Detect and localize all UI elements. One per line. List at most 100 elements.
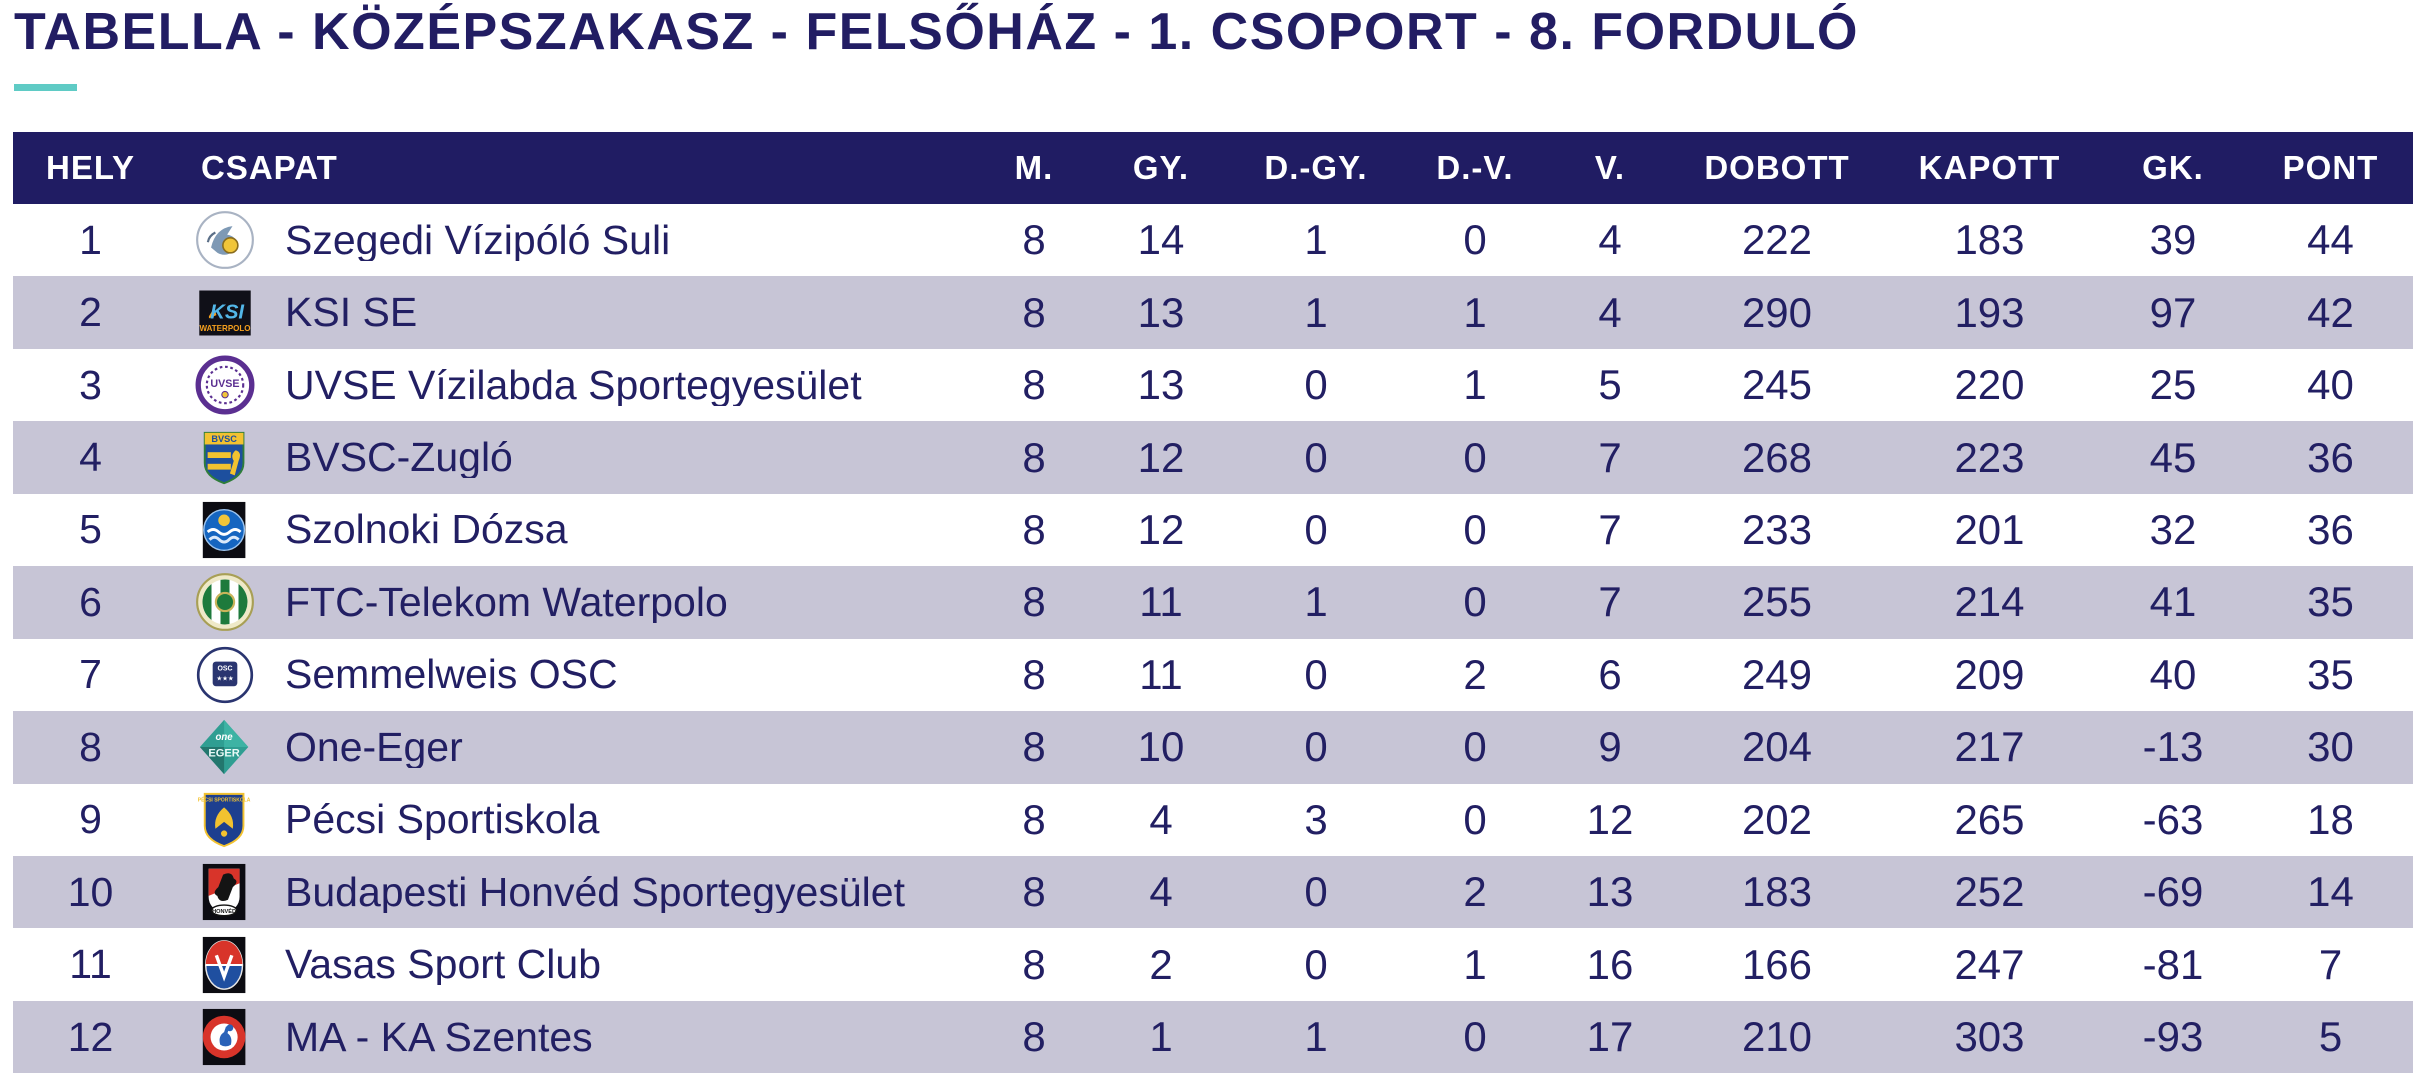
goals-against-cell: 214 xyxy=(1954,578,2025,626)
draw-win-cell: 0 xyxy=(1304,723,1328,771)
szegedi-vizipolo-suli-logo xyxy=(168,210,281,270)
goals-against-cell: 209 xyxy=(1954,650,2025,698)
table-row: 12 MA - KA Szentes 8 1 1 0 17 210 303 -9… xyxy=(13,1000,2413,1074)
svg-text:UVSE: UVSE xyxy=(210,378,239,390)
goals-for-cell: 245 xyxy=(1741,361,1813,409)
losses-cell: 16 xyxy=(1586,940,1634,988)
goals-against-cell: 303 xyxy=(1954,1013,2025,1061)
matches-cell: 8 xyxy=(1022,505,1046,553)
goals-for-cell: 202 xyxy=(1741,795,1813,843)
goals-for-cell: 183 xyxy=(1741,868,1813,916)
table-row: 4 BVSC BVSC-Zugló 8 12 0 0 7 268 223 45 … xyxy=(13,421,2413,494)
column-header-d-v: D.-V. xyxy=(1436,149,1514,186)
draw-win-cell: 3 xyxy=(1304,795,1328,843)
wins-cell: 12 xyxy=(1137,433,1185,481)
draw-loss-cell: 0 xyxy=(1463,505,1487,553)
draw-win-cell: 0 xyxy=(1304,868,1328,916)
draw-loss-cell: 1 xyxy=(1463,361,1487,409)
goal-diff-cell: -93 xyxy=(2142,1013,2204,1061)
table-row: 11 Vasas Sport Club 8 2 0 1 16 166 247 -… xyxy=(13,928,2413,1000)
losses-cell: 13 xyxy=(1586,868,1634,916)
rank-cell: 12 xyxy=(67,1013,114,1060)
matches-cell: 8 xyxy=(1022,795,1046,843)
rank-cell: 8 xyxy=(79,723,102,770)
column-header-dobott: DOBOTT xyxy=(1704,149,1850,186)
wins-cell: 13 xyxy=(1137,361,1185,409)
wins-cell: 12 xyxy=(1137,505,1185,553)
rank-cell: 7 xyxy=(79,651,102,698)
goals-against-cell: 220 xyxy=(1954,361,2025,409)
table-row: 10 HONVÉD Budapesti Honvéd Sportegyesüle… xyxy=(13,855,2413,929)
column-header-d-gy: D.-GY. xyxy=(1264,149,1368,186)
losses-cell: 7 xyxy=(1598,505,1622,553)
draw-loss-cell: 2 xyxy=(1463,868,1487,916)
column-header-gy: GY. xyxy=(1132,149,1190,186)
one-eger-logo: one EGER xyxy=(168,717,281,777)
rank-cell: 10 xyxy=(67,868,114,915)
draw-win-cell: 1 xyxy=(1304,578,1328,626)
draw-win-cell: 0 xyxy=(1304,650,1328,698)
goal-diff-cell: -13 xyxy=(2142,723,2204,771)
column-header-v: V. xyxy=(1594,149,1626,186)
points-cell: 18 xyxy=(2307,795,2354,843)
team-name-cell: Szolnoki Dózsa xyxy=(285,509,568,551)
goals-against-cell: 201 xyxy=(1954,505,2025,553)
column-header-pont: PONT xyxy=(2282,149,2379,186)
title-accent-bar xyxy=(14,84,77,91)
team-name-cell: UVSE Vízilabda Sportegyesület xyxy=(285,364,862,406)
matches-cell: 8 xyxy=(1022,1013,1046,1061)
wins-cell: 4 xyxy=(1149,795,1173,843)
goals-against-cell: 183 xyxy=(1954,216,2025,264)
table-row: 1 Szegedi Vízipóló Suli 8 14 1 0 4 222 1… xyxy=(13,204,2413,276)
goals-against-cell: 265 xyxy=(1954,795,2025,843)
svg-text:★★★: ★★★ xyxy=(216,675,233,682)
points-cell: 30 xyxy=(2307,723,2354,771)
budapesti-honved-logo: HONVÉD xyxy=(168,862,281,922)
losses-cell: 4 xyxy=(1598,216,1622,264)
losses-cell: 12 xyxy=(1586,795,1634,843)
draw-loss-cell: 0 xyxy=(1463,578,1487,626)
ftc-telekom-waterpolo-logo xyxy=(168,572,281,632)
points-cell: 35 xyxy=(2307,578,2354,626)
matches-cell: 8 xyxy=(1022,578,1046,626)
team-name-cell: MA - KA Szentes xyxy=(285,1016,593,1058)
matches-cell: 8 xyxy=(1022,433,1046,481)
rank-cell: 9 xyxy=(79,796,102,843)
points-cell: 36 xyxy=(2307,505,2354,553)
goals-against-cell: 223 xyxy=(1954,433,2025,481)
losses-cell: 4 xyxy=(1598,288,1622,336)
wins-cell: 4 xyxy=(1149,868,1173,916)
draw-loss-cell: 0 xyxy=(1463,1013,1487,1061)
team-name-cell: KSI SE xyxy=(285,292,418,334)
table-row: 7 OSC ★★★ Semmelweis OSC 8 11 0 2 6 249 2… xyxy=(13,639,2413,711)
matches-cell: 8 xyxy=(1022,868,1046,916)
goals-against-cell: 247 xyxy=(1954,940,2025,988)
wins-cell: 14 xyxy=(1137,216,1185,264)
ma-ka-szentes-logo xyxy=(168,1007,281,1067)
draw-loss-cell: 2 xyxy=(1463,650,1487,698)
goals-against-cell: 193 xyxy=(1954,288,2025,336)
column-header-m: M. xyxy=(1014,149,1054,186)
losses-cell: 5 xyxy=(1598,361,1622,409)
draw-loss-cell: 1 xyxy=(1463,288,1487,336)
goal-diff-cell: 32 xyxy=(2149,505,2197,553)
column-header-gk: GK. xyxy=(2142,149,2204,186)
matches-cell: 8 xyxy=(1022,723,1046,771)
standings-table: HELY CSAPAT M. GY. D.-GY. D.-V. V. DOBOT… xyxy=(13,132,2413,1074)
wins-cell: 1 xyxy=(1149,1013,1173,1061)
goals-for-cell: 166 xyxy=(1741,940,1813,988)
svg-text:PÉCSI SPORTISKOLA: PÉCSI SPORTISKOLA xyxy=(198,795,251,803)
team-name-cell: One-Eger xyxy=(285,726,463,768)
goals-against-cell: 217 xyxy=(1954,723,2025,771)
rank-cell: 11 xyxy=(69,941,112,988)
goals-for-cell: 222 xyxy=(1741,216,1813,264)
rank-cell: 4 xyxy=(79,434,102,481)
goals-for-cell: 233 xyxy=(1741,505,1813,553)
table-header-row: HELY CSAPAT M. GY. D.-GY. D.-V. V. DOBOT… xyxy=(13,132,2413,204)
pecsi-sportiskola-logo: PÉCSI SPORTISKOLA xyxy=(168,790,281,850)
losses-cell: 9 xyxy=(1598,723,1622,771)
column-header-csapat: CSAPAT xyxy=(201,149,338,186)
wins-cell: 10 xyxy=(1137,723,1185,771)
goal-diff-cell: -63 xyxy=(2142,795,2204,843)
goal-diff-cell: 40 xyxy=(2149,650,2197,698)
